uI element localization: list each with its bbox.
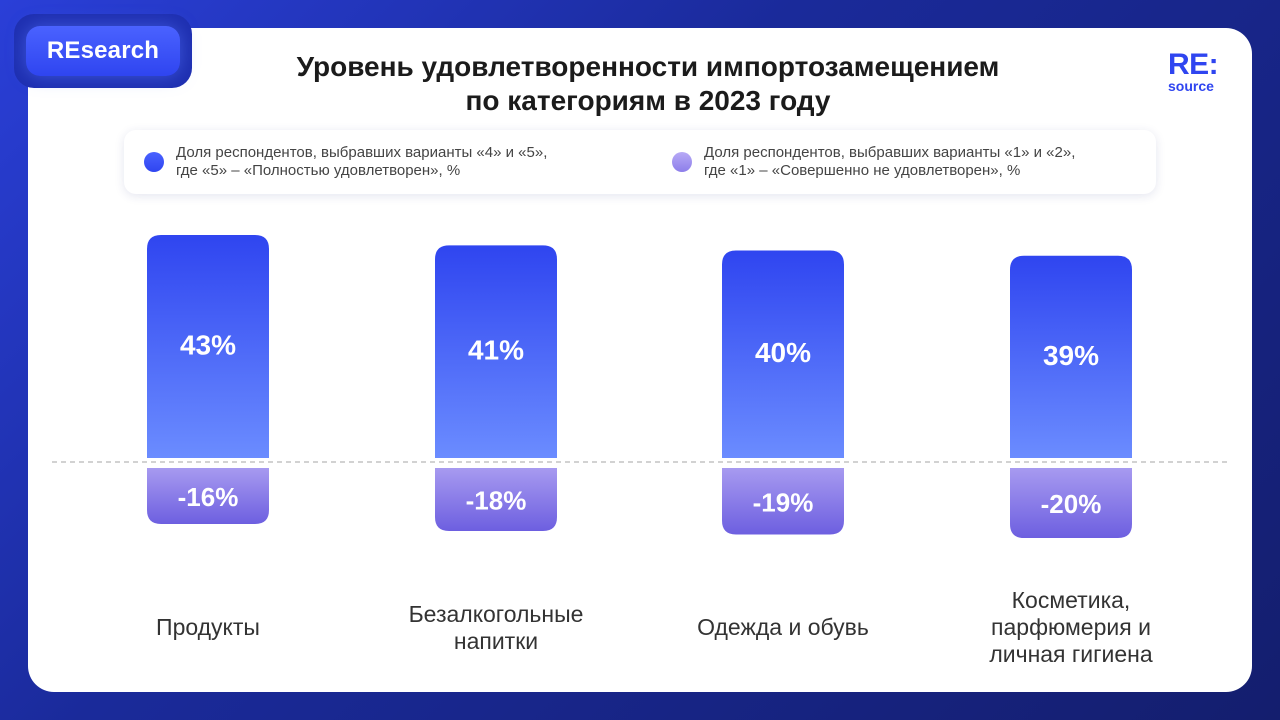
- bar-negative: [1010, 468, 1132, 538]
- bar-negative: [147, 468, 269, 524]
- legend-text-positive-line-1: Доля респондентов, выбравших варианты «4…: [176, 144, 548, 161]
- category-label-line: напитки: [453, 628, 539, 654]
- category-label: Безалкогольные напитки: [366, 601, 626, 655]
- bar-negative: [722, 468, 844, 535]
- bar-positive: [722, 250, 844, 458]
- chart-title-line-2: по категориям в 2023 году: [465, 85, 831, 116]
- legend-dot-negative: [672, 152, 692, 172]
- category-label: Одежда и обувь: [653, 614, 913, 641]
- resource-logo: RE: source: [1168, 48, 1232, 94]
- data-label-negative: -18%: [466, 486, 527, 516]
- data-label-positive: 41%: [468, 335, 524, 366]
- legend-text-negative: Доля респондентов, выбравших варианты «1…: [704, 144, 1075, 180]
- legend-dot-positive: [144, 152, 164, 172]
- chart-legend: Доля респондентов, выбравших варианты «4…: [124, 130, 1156, 194]
- chart-title-line-1: Уровень удовлетворенности импортозамещен…: [296, 51, 1000, 82]
- category-label-line: личная гигиена: [989, 641, 1153, 667]
- research-badge: REsearch: [26, 26, 180, 76]
- bar-positive: [1010, 255, 1132, 458]
- data-label-positive: 43%: [180, 329, 236, 360]
- category-label-line: Продукты: [156, 614, 260, 640]
- data-label-negative: -20%: [1041, 489, 1102, 519]
- bar-negative: [435, 468, 557, 531]
- category-label: Продукты: [78, 614, 338, 641]
- category-label-line: Одежда и обувь: [697, 614, 869, 640]
- data-label-negative: -16%: [178, 482, 239, 512]
- data-label-negative: -19%: [753, 487, 814, 517]
- data-label-positive: 40%: [755, 337, 811, 368]
- bar-positive: [147, 235, 269, 458]
- category-label-line: Косметика,: [1011, 587, 1131, 613]
- legend-item-positive: Доля респондентов, выбравших варианты «4…: [144, 144, 547, 180]
- legend-item-negative: Доля респондентов, выбравших варианты «1…: [672, 144, 1075, 180]
- category-label-line: Безалкогольные: [408, 601, 584, 627]
- legend-text-positive-line-2: где «5» – «Полностью удовлетворен», %: [176, 162, 461, 179]
- legend-text-negative-line-1: Доля респондентов, выбравших варианты «1…: [704, 144, 1076, 161]
- bar-positive: [435, 245, 557, 458]
- logo-re: RE:: [1168, 48, 1219, 81]
- data-label-positive: 39%: [1043, 340, 1099, 371]
- category-label-line: парфюмерия и: [991, 614, 1151, 640]
- legend-text-negative-line-2: где «1» – «Совершенно не удовлетворен», …: [704, 162, 1021, 179]
- category-label: Косметика, парфюмерия и личная гигиена: [941, 587, 1201, 668]
- legend-text-positive: Доля респондентов, выбравших варианты «4…: [176, 144, 547, 180]
- chart-title: Уровень удовлетворенности импортозамещен…: [230, 50, 1066, 118]
- logo-source: source: [1168, 78, 1214, 94]
